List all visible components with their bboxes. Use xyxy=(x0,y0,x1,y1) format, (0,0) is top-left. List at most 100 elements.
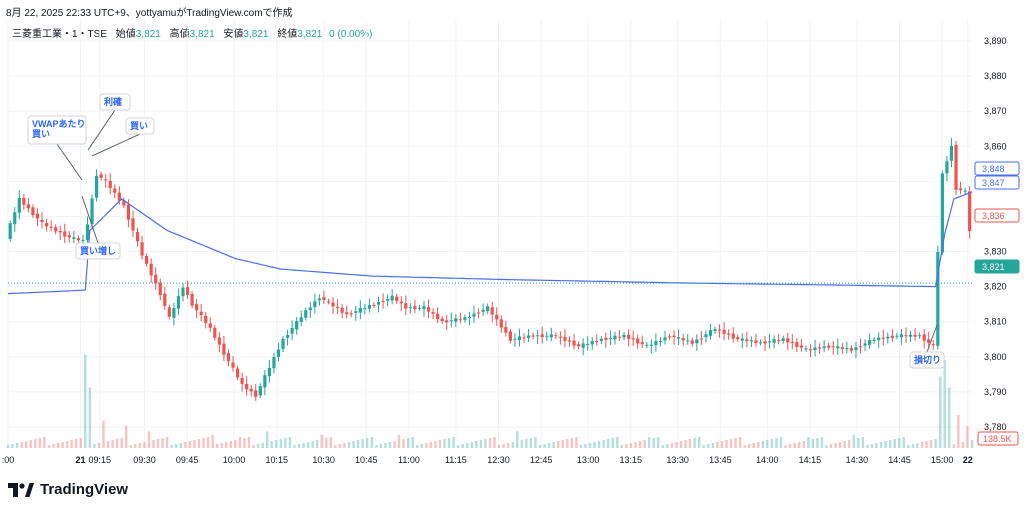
volume-bar xyxy=(720,441,724,448)
volume-bar xyxy=(652,438,655,448)
symbol-name[interactable]: 三菱重工業・1・TSE xyxy=(12,29,108,40)
candle-body xyxy=(586,343,590,345)
candle-body xyxy=(386,298,390,301)
candle-body xyxy=(467,317,472,319)
volume-bar xyxy=(70,440,73,448)
candle-body xyxy=(490,307,494,315)
volume-bar xyxy=(79,438,82,448)
tradingview-brand[interactable]: TradingView xyxy=(8,481,128,498)
candle-body xyxy=(254,390,258,397)
candle-body xyxy=(122,200,126,206)
volume-bar xyxy=(675,442,678,448)
volume-bar xyxy=(547,443,551,448)
candle-body xyxy=(677,337,681,339)
volume-bar xyxy=(552,442,555,448)
volume-bar xyxy=(784,445,787,448)
volume-bar xyxy=(497,445,501,448)
volume-bar xyxy=(752,443,755,448)
x-tick-label: :00 xyxy=(2,455,15,465)
candle-body xyxy=(717,329,722,331)
volume-bar xyxy=(88,387,92,448)
open-label: 始値 xyxy=(115,29,136,40)
candle-body xyxy=(545,335,549,337)
candle-body xyxy=(858,346,863,348)
candle-body xyxy=(163,293,167,306)
candle-body xyxy=(190,293,194,306)
low-label: 安値 xyxy=(223,29,244,40)
volume-bar xyxy=(197,439,201,448)
volume-bar xyxy=(529,438,533,448)
candle-body xyxy=(681,338,685,341)
volume-bar xyxy=(788,444,792,448)
candle-body xyxy=(549,334,553,338)
candle-body xyxy=(495,314,499,320)
candle-body xyxy=(708,330,713,336)
volume-bar xyxy=(961,442,965,448)
candle-body xyxy=(936,252,940,346)
candle-body xyxy=(481,309,485,312)
candle-body xyxy=(590,341,594,345)
candle-body xyxy=(949,145,954,161)
price-label-box xyxy=(974,259,1020,274)
tradingview-logo-icon xyxy=(8,482,34,497)
candle-body xyxy=(667,336,672,338)
callout-box xyxy=(909,351,945,369)
volume-bar xyxy=(516,431,519,448)
volume-bar xyxy=(20,442,23,448)
candle-body xyxy=(8,223,12,239)
volume-bar xyxy=(225,442,228,448)
candle-body xyxy=(335,306,340,308)
volume-bar xyxy=(938,376,942,448)
candle-body xyxy=(90,198,94,224)
x-tick-label: 10:00 xyxy=(223,455,246,465)
volume-bar xyxy=(502,444,505,448)
candle-body xyxy=(745,339,749,342)
candle-body xyxy=(417,307,422,309)
candle-body xyxy=(13,212,17,225)
volume-bar xyxy=(379,444,383,448)
volume-bar xyxy=(229,441,233,448)
volume-bar xyxy=(825,445,828,448)
volume-bar xyxy=(634,442,637,448)
volume-bar xyxy=(861,437,865,448)
candle-body xyxy=(40,219,44,223)
volume-bar xyxy=(393,441,396,448)
volume-bar xyxy=(697,437,701,448)
x-tick-label: 13:00 xyxy=(577,455,600,465)
candle-body xyxy=(413,306,417,310)
volume-bar xyxy=(625,444,628,448)
candle-body xyxy=(317,298,322,301)
candle-body xyxy=(367,304,372,309)
candle-body xyxy=(154,274,158,284)
volume-bar xyxy=(952,444,956,448)
y-tick-label: 3,800 xyxy=(984,352,1007,362)
candle-body xyxy=(576,344,581,347)
candle-body xyxy=(504,327,508,333)
volume-bar xyxy=(920,442,924,448)
x-tick-label: 10:45 xyxy=(355,455,378,465)
candle-body xyxy=(781,338,785,341)
candle-body xyxy=(404,303,408,309)
volume-bar xyxy=(943,360,946,448)
candle-body xyxy=(26,204,30,209)
annotation-text: VWAPあたり xyxy=(32,119,86,129)
volume-bar xyxy=(161,438,164,448)
candle-body xyxy=(918,335,922,337)
candle-body xyxy=(963,190,967,192)
candle-body xyxy=(945,161,949,174)
candle-body xyxy=(31,207,35,216)
volume-bar xyxy=(243,438,246,448)
volume-bar xyxy=(475,441,478,448)
callout-box xyxy=(99,93,131,111)
volume-bar xyxy=(916,443,919,448)
candle-body xyxy=(913,334,917,337)
candle-body xyxy=(245,383,249,390)
candle-body xyxy=(699,338,703,340)
callout-box xyxy=(125,117,155,135)
candle-body xyxy=(831,346,835,348)
volume-bar xyxy=(561,440,564,448)
volume-bar xyxy=(193,440,196,448)
volume-bar xyxy=(684,440,687,448)
candle-body xyxy=(345,312,349,315)
